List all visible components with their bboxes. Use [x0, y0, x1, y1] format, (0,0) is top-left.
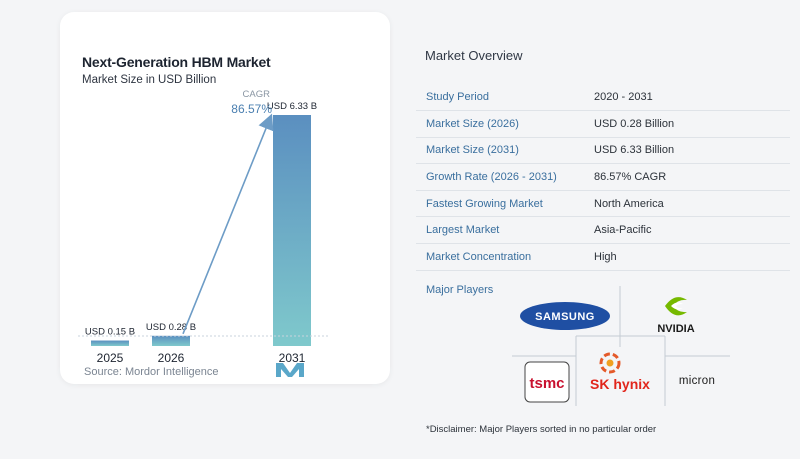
data-label: USD 6.33 B — [267, 101, 317, 112]
chart-subtitle: Market Size in USD Billion — [82, 74, 217, 86]
x-tick-label: 2026 — [158, 351, 185, 365]
x-tick-label: 2031 — [279, 351, 306, 365]
source-note: Source: Mordor Intelligence — [84, 366, 219, 378]
skhynix-logo: SK hynix — [590, 352, 650, 392]
overview-row: Growth Rate (2026 - 2031) 86.57% CAGR — [416, 163, 790, 191]
overview-key: Market Size (2031) — [416, 137, 584, 165]
overview-table: Study Period 2020 - 2031 Market Size (2026… — [416, 84, 790, 271]
overview-row: Market Concentration High — [416, 243, 790, 271]
overview-value: North America — [584, 190, 790, 218]
overview-value: USD 0.28 Billion — [584, 110, 790, 138]
data-label: USD 0.15 B — [85, 327, 135, 338]
svg-text:NVIDIA: NVIDIA — [657, 323, 694, 335]
svg-text:SK hynix: SK hynix — [590, 376, 650, 392]
overview-value: USD 6.33 Billion — [584, 137, 790, 165]
overview-key: Fastest Growing Market — [416, 190, 584, 218]
overview-row: Study Period 2020 - 2031 — [416, 84, 790, 112]
mordor-logo — [276, 363, 304, 377]
tsmc-logo: tsmc — [524, 361, 570, 403]
disclaimer: *Disclaimer: Major Players sorted in no … — [426, 424, 657, 435]
bar-chart: USD 0.15 B 2025 USD 0.28 B 2026 USD 6.33 B 20… — [78, 89, 328, 365]
bar-2025 — [91, 340, 129, 346]
bar-2031 — [273, 115, 311, 346]
x-tick-label: 2025 — [97, 351, 124, 365]
overview-title: Market Overview — [425, 48, 523, 63]
overview-value: High — [584, 243, 790, 271]
chart-title: Next-Generation HBM Market — [82, 54, 271, 70]
players-label: Major Players — [426, 284, 494, 296]
svg-text:SAMSUNG: SAMSUNG — [535, 311, 595, 323]
overview-value: Asia-Pacific — [584, 216, 790, 245]
overview-value: 86.57% CAGR — [584, 163, 790, 191]
overview-row: Fastest Growing Market North America — [416, 190, 790, 218]
overview-value: 2020 - 2031 — [584, 84, 790, 112]
chart-card: Next-Generation HBM Market Market Size i… — [60, 12, 390, 384]
nvidia-logo: NVIDIA — [657, 297, 695, 335]
overview-key: Study Period — [416, 84, 584, 112]
cagr-arrow — [182, 113, 274, 335]
bar-2026 — [152, 335, 190, 346]
svg-text:tsmc: tsmc — [529, 375, 564, 392]
overview-row: Largest Market Asia-Pacific — [416, 216, 790, 245]
overview-key: Growth Rate (2026 - 2031) — [416, 163, 584, 191]
svg-text:micron: micron — [679, 375, 715, 387]
overview-key: Market Concentration — [416, 243, 584, 271]
overview-key: Market Size (2026) — [416, 110, 584, 138]
overview-key: Largest Market — [416, 216, 584, 245]
overview-row: Market Size (2031) USD 6.33 Billion — [416, 137, 790, 165]
cagr-value: 86.57% — [231, 102, 272, 116]
samsung-logo: SAMSUNG — [520, 302, 610, 330]
overview-row: Market Size (2026) USD 0.28 Billion — [416, 110, 790, 138]
cagr-label: CAGR — [243, 89, 271, 100]
data-label: USD 0.28 B — [146, 322, 196, 333]
micron-logo: micron — [679, 375, 715, 387]
